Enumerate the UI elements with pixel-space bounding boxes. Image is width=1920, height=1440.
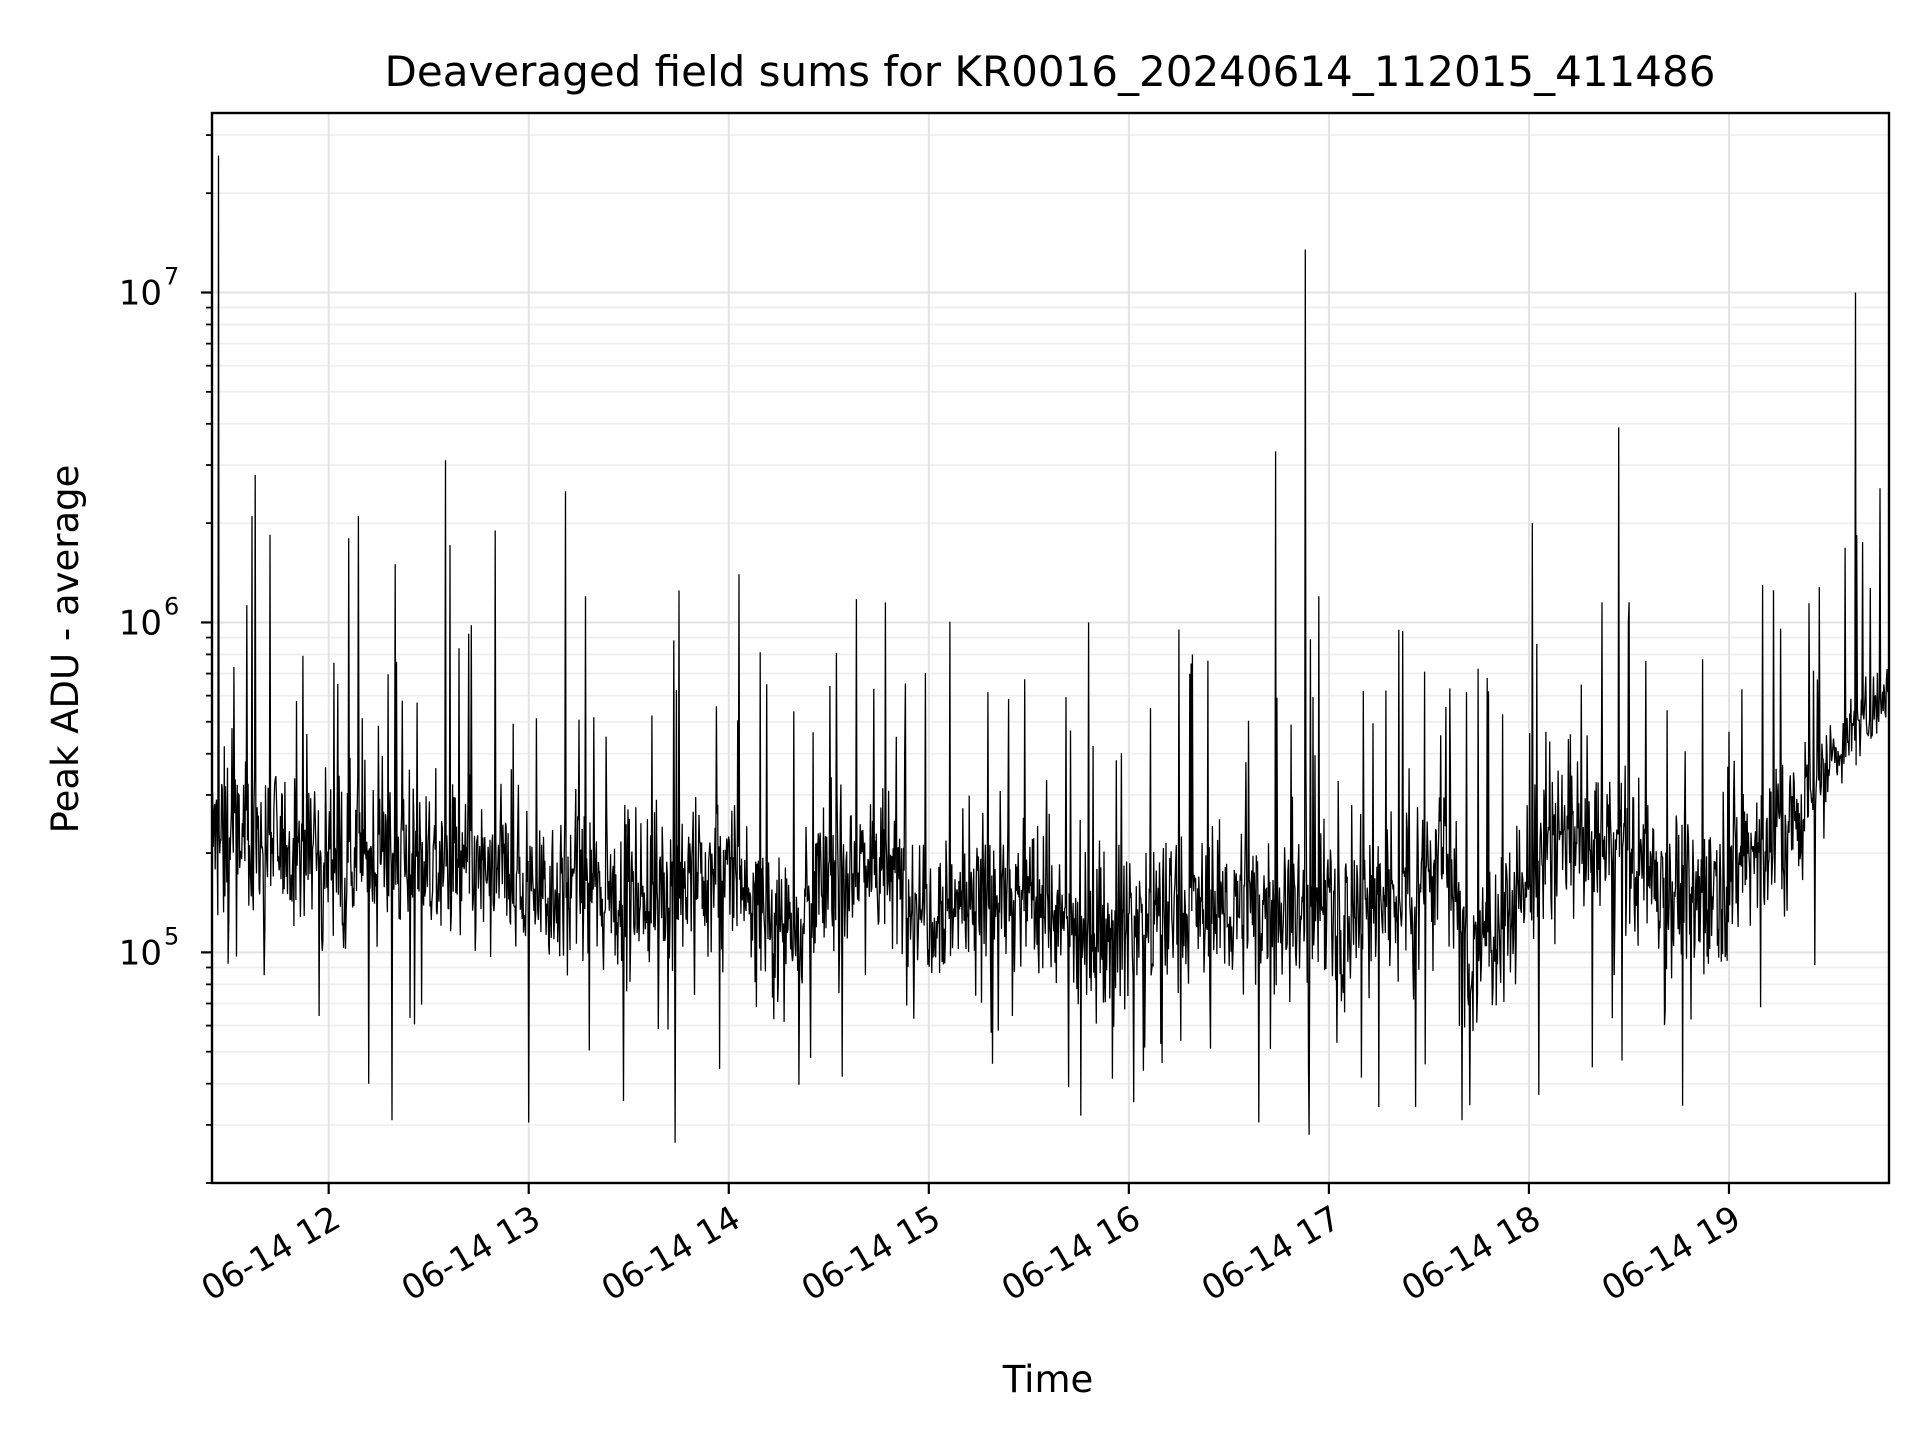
y-tick-label: 10 (119, 274, 162, 314)
data-layer (211, 155, 1890, 1143)
x-axis-label: Time (1002, 1358, 1094, 1401)
y-tick-label: 10 (119, 603, 162, 643)
chart-title: Deaveraged field sums for KR0016_2024061… (385, 47, 1716, 96)
plot-frame (210, 111, 1891, 1185)
y-tick-exponent: 7 (164, 263, 179, 291)
y-tick-exponent: 6 (164, 592, 179, 620)
series-line (211, 155, 1890, 1143)
y-tick-label: 10 (119, 933, 162, 973)
y-axis-label: Peak ADU - average (44, 465, 87, 834)
y-tick-exponent: 5 (164, 922, 179, 950)
